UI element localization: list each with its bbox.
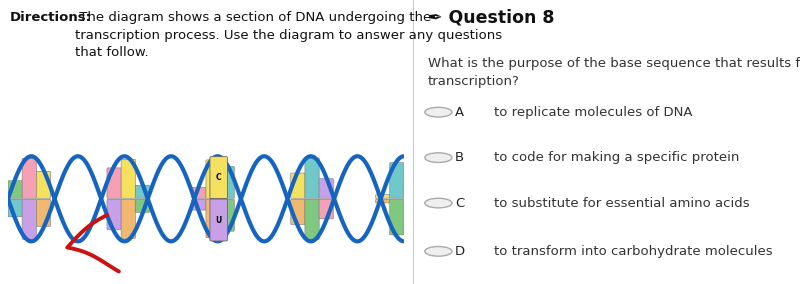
FancyBboxPatch shape — [319, 179, 334, 198]
FancyBboxPatch shape — [192, 187, 206, 198]
FancyBboxPatch shape — [121, 159, 135, 198]
FancyBboxPatch shape — [319, 199, 334, 219]
FancyBboxPatch shape — [206, 199, 220, 238]
FancyBboxPatch shape — [22, 158, 36, 198]
FancyBboxPatch shape — [390, 199, 404, 235]
Circle shape — [425, 247, 452, 256]
Text: to transform into carbohydrate molecules: to transform into carbohydrate molecules — [494, 245, 773, 258]
FancyBboxPatch shape — [135, 185, 150, 198]
Text: D: D — [455, 245, 466, 258]
Text: C: C — [455, 197, 465, 210]
Text: B: B — [455, 151, 464, 164]
FancyBboxPatch shape — [121, 199, 135, 238]
Text: to substitute for essential amino acids: to substitute for essential amino acids — [494, 197, 750, 210]
FancyBboxPatch shape — [290, 199, 305, 225]
Circle shape — [425, 198, 452, 208]
Text: The diagram shows a section of DNA undergoing the
transcription process. Use the: The diagram shows a section of DNA under… — [75, 11, 502, 59]
Text: C: C — [216, 173, 222, 182]
FancyBboxPatch shape — [210, 199, 227, 241]
FancyBboxPatch shape — [107, 199, 122, 230]
FancyBboxPatch shape — [220, 199, 234, 231]
Text: to code for making a specific protein: to code for making a specific protein — [494, 151, 740, 164]
Text: What is the purpose of the base sequence that results from
transcription?: What is the purpose of the base sequence… — [428, 57, 800, 88]
Circle shape — [425, 107, 452, 117]
FancyBboxPatch shape — [305, 199, 319, 240]
FancyBboxPatch shape — [390, 163, 404, 198]
FancyBboxPatch shape — [36, 171, 50, 198]
Text: to replicate molecules of DNA: to replicate molecules of DNA — [494, 106, 693, 119]
Text: Directions:: Directions: — [10, 11, 91, 24]
FancyBboxPatch shape — [210, 156, 227, 199]
FancyBboxPatch shape — [376, 199, 390, 203]
FancyBboxPatch shape — [290, 173, 305, 198]
Text: A: A — [455, 106, 464, 119]
FancyBboxPatch shape — [192, 199, 206, 210]
FancyBboxPatch shape — [220, 166, 234, 198]
FancyBboxPatch shape — [8, 181, 22, 198]
FancyBboxPatch shape — [305, 158, 319, 198]
Circle shape — [425, 153, 452, 162]
FancyBboxPatch shape — [8, 199, 22, 217]
FancyBboxPatch shape — [135, 199, 150, 212]
Text: U: U — [215, 216, 222, 225]
FancyBboxPatch shape — [376, 195, 390, 198]
FancyBboxPatch shape — [36, 199, 50, 226]
FancyBboxPatch shape — [206, 160, 220, 198]
FancyBboxPatch shape — [22, 199, 36, 239]
Text: ✒ Question 8: ✒ Question 8 — [428, 9, 554, 26]
FancyBboxPatch shape — [107, 168, 122, 198]
